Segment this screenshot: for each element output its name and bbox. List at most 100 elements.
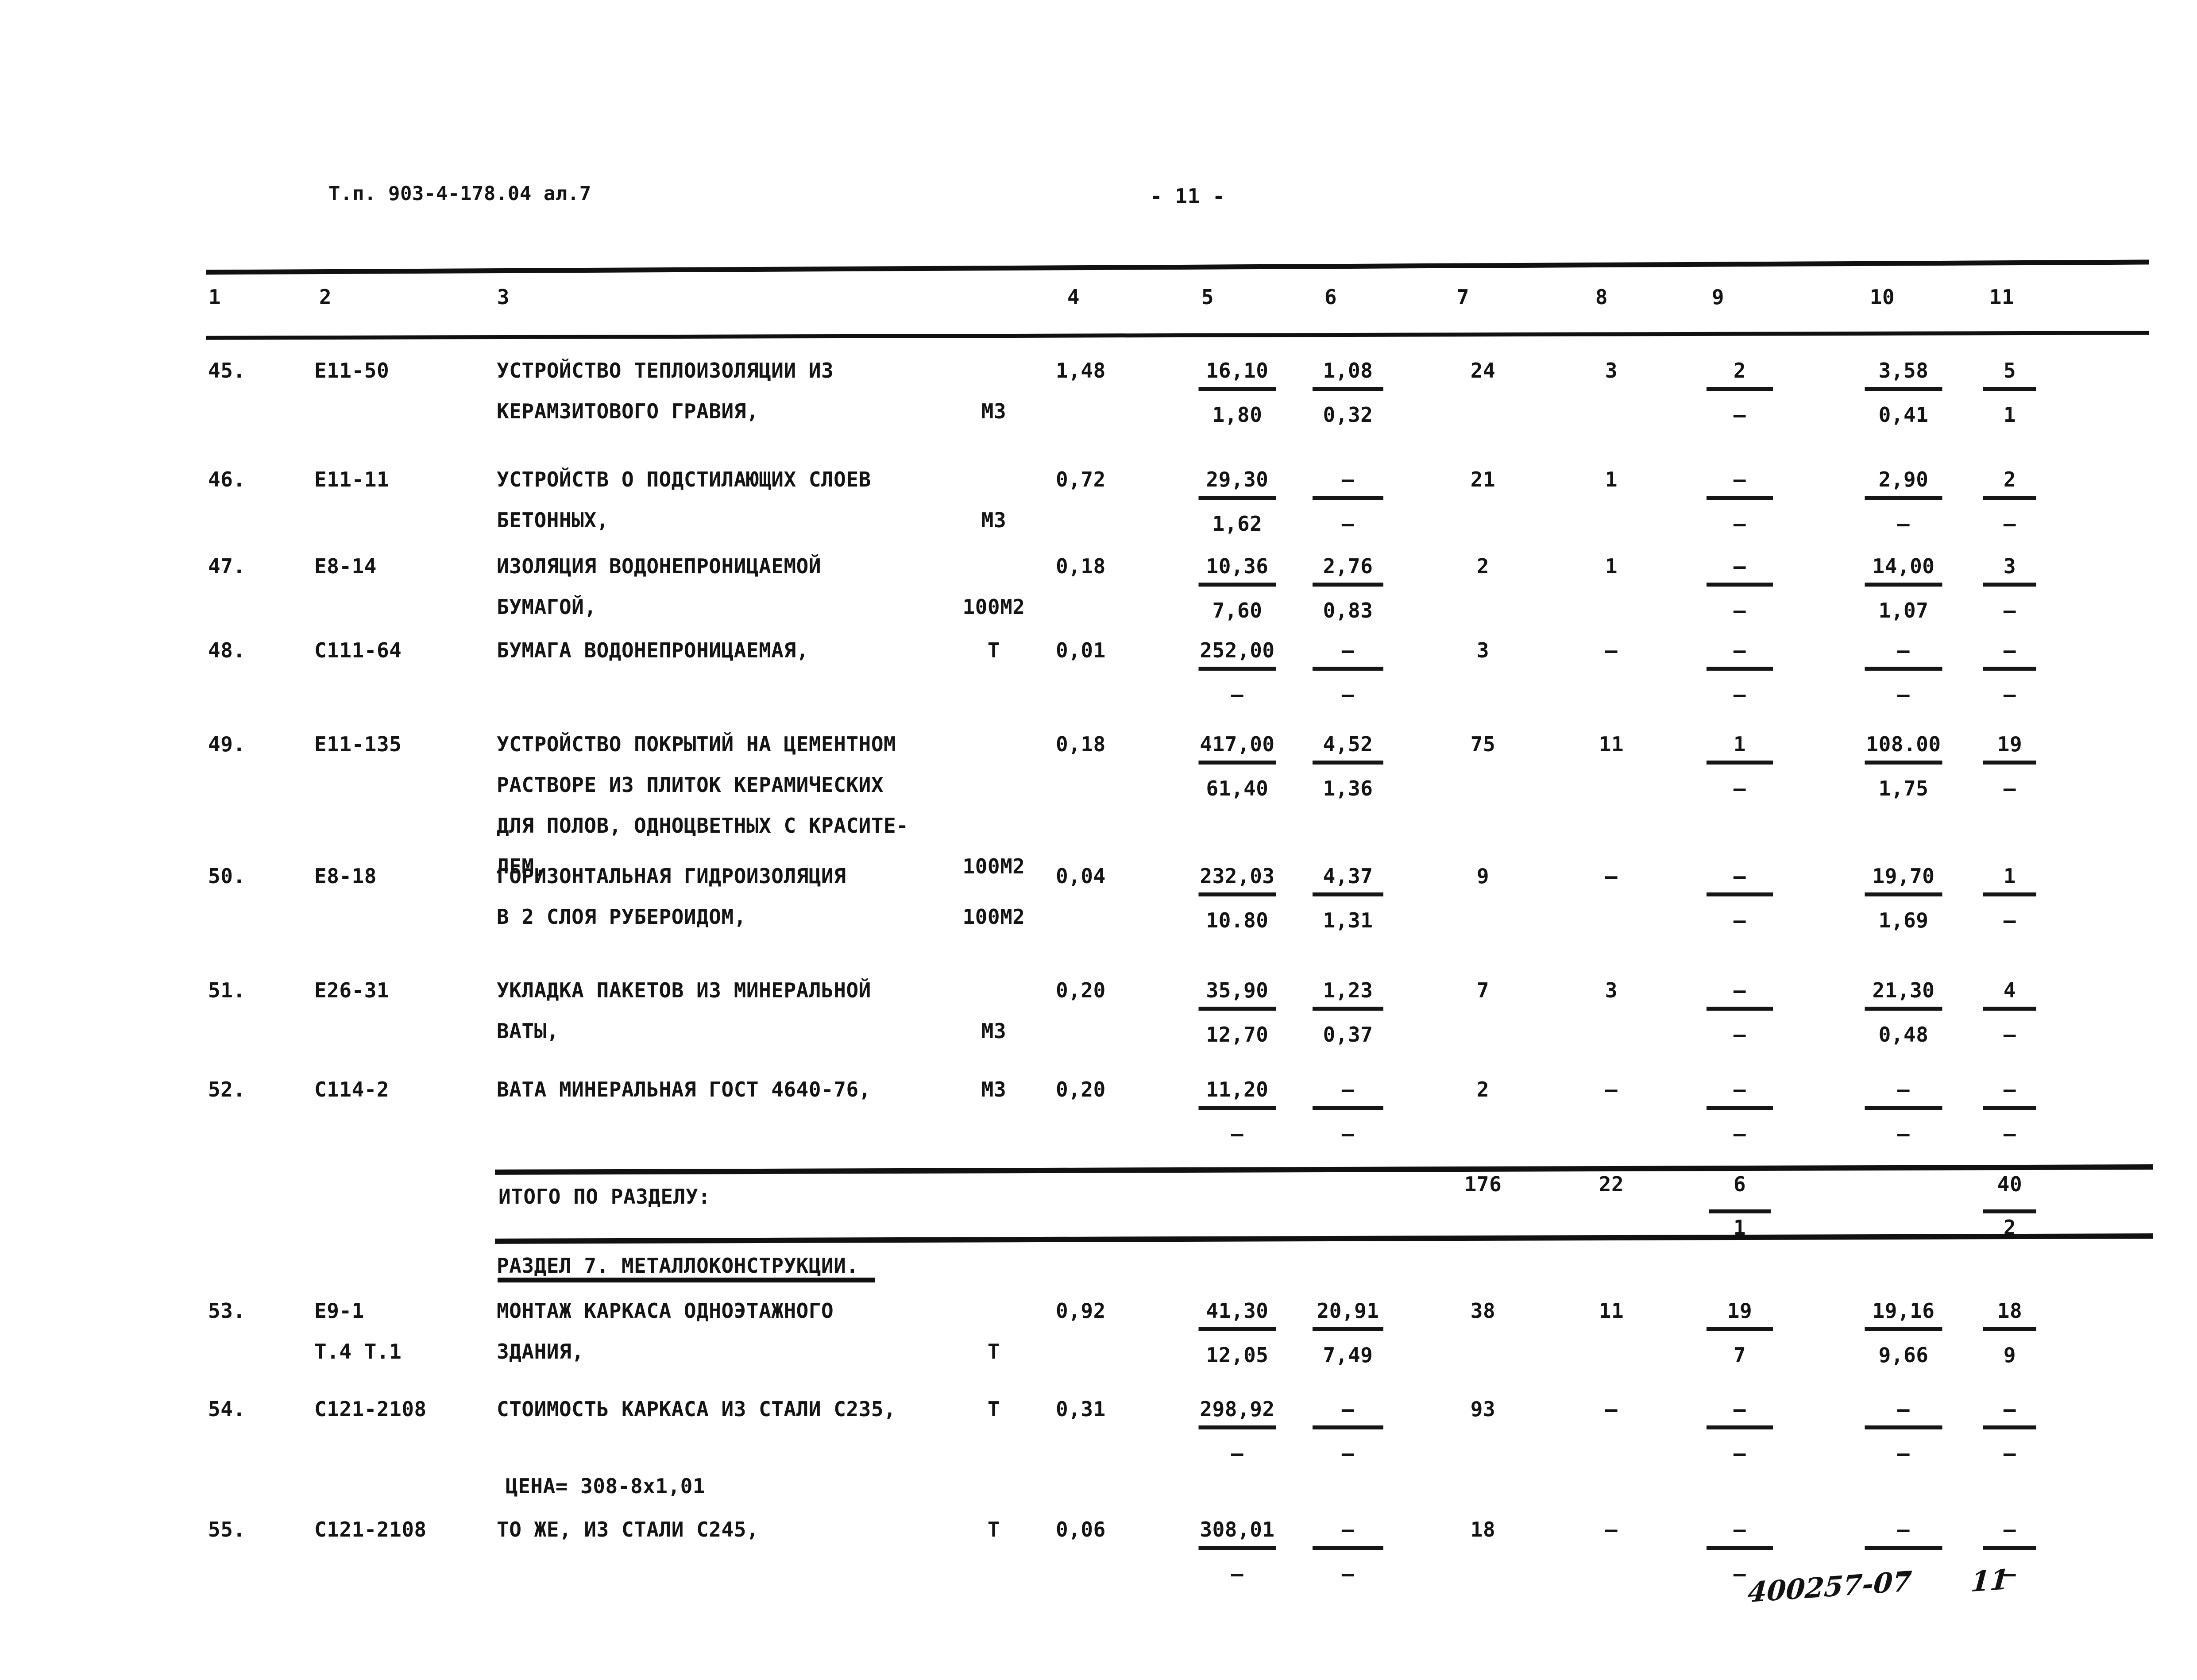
description-line: РАСТВОРЕ ИЗ ПЛИТОК КЕРАМИЧЕСКИХ xyxy=(497,773,884,797)
item-code-extra: Т.4 Т.1 xyxy=(314,1340,402,1363)
fraction-top: – xyxy=(1733,554,1746,578)
fraction-top: 2,76 xyxy=(1323,554,1373,578)
unit-cell: М3 xyxy=(981,1078,1007,1101)
fraction-bottom: – xyxy=(2003,908,2016,932)
fraction-top: – xyxy=(1733,864,1746,888)
fraction-top: – xyxy=(1733,978,1746,1002)
value-c8: 1 xyxy=(1605,467,1618,491)
value-c8: 1 xyxy=(1605,554,1618,578)
fraction-top: – xyxy=(1733,1397,1746,1421)
fraction-bottom: – xyxy=(2003,1562,2016,1586)
value-c8: 3 xyxy=(1605,359,1618,382)
fraction-top: – xyxy=(1897,1518,1910,1541)
fraction-top: 21,30 xyxy=(1872,978,1935,1002)
fraction-bottom: – xyxy=(1341,1562,1355,1586)
value-c8: – xyxy=(1605,1397,1618,1421)
fraction-bottom: – xyxy=(1341,1122,1355,1146)
column-number: 9 xyxy=(1711,285,1725,309)
fraction-top: 19 xyxy=(1997,732,2023,756)
fraction-top: 3,58 xyxy=(1878,359,1929,382)
value-c7: 75 xyxy=(1470,732,1496,756)
value-c7: 3 xyxy=(1476,638,1490,662)
row-number: 46. xyxy=(208,467,246,491)
fraction-top: – xyxy=(2003,638,2016,662)
fraction-bar xyxy=(1865,1106,1942,1110)
description-line: В 2 СЛОЯ РУБЕРОИДОМ, xyxy=(497,905,746,929)
value-c7: 2 xyxy=(1476,1078,1490,1101)
fraction-bottom: – xyxy=(1897,1562,1910,1586)
column-number: 11 xyxy=(1989,285,2015,309)
fraction-bottom: 1,31 xyxy=(1323,908,1373,932)
fraction-bottom: – xyxy=(2003,599,2016,622)
unit-cell: 100М2 xyxy=(962,854,1025,878)
fraction-top: 35,90 xyxy=(1206,978,1269,1002)
value-c7: 93 xyxy=(1470,1397,1496,1421)
fraction-top: – xyxy=(1897,638,1910,662)
fraction-bottom: – xyxy=(1341,1441,1355,1465)
description-line: ГОРИЗОНТАЛЬНАЯ ГИДРОИЗОЛЯЦИЯ xyxy=(497,864,846,888)
value-c4: 0,20 xyxy=(1056,978,1106,1002)
value-c4: 0,92 xyxy=(1056,1299,1106,1323)
item-code: С121-2108 xyxy=(314,1518,427,1541)
fraction-top: 16,10 xyxy=(1206,359,1269,382)
row-number: 53. xyxy=(208,1299,246,1323)
value-c8: 11 xyxy=(1599,732,1624,756)
fraction-bar xyxy=(1707,761,1773,765)
row-number: 48. xyxy=(208,638,246,662)
fraction-top: 4,37 xyxy=(1323,864,1373,888)
fraction-bar xyxy=(1983,1209,2036,1213)
fraction-bottom: – xyxy=(2003,1441,2016,1465)
description-line: ВАТА МИНЕРАЛЬНАЯ ГОСТ 4640-76, xyxy=(497,1078,871,1101)
value-c7: 2 xyxy=(1476,554,1490,578)
total-value-c8: 22 xyxy=(1599,1172,1624,1196)
unit-cell: М3 xyxy=(981,399,1007,423)
fraction-bottom: 12,05 xyxy=(1206,1343,1269,1367)
fraction-bar xyxy=(1865,667,1942,671)
value-c7: 38 xyxy=(1470,1299,1496,1323)
fraction-bottom: 7,60 xyxy=(1212,599,1263,622)
value-c4: 0,72 xyxy=(1056,467,1106,491)
fraction-top: 1 xyxy=(1733,732,1746,756)
item-code: Е8-18 xyxy=(314,864,377,888)
fraction-bar xyxy=(1983,1007,2036,1011)
fraction-bottom: 0,48 xyxy=(1878,1023,1929,1047)
value-c8: 3 xyxy=(1605,978,1618,1002)
row-number: 51. xyxy=(208,978,246,1002)
column-number: 1 xyxy=(208,285,221,309)
value-c7: 18 xyxy=(1470,1518,1496,1541)
section-heading-underline xyxy=(498,1278,875,1282)
description-line: УСТРОЙСТВ О ПОДСТИЛАЮЩИХ СЛОЕВ xyxy=(497,467,871,491)
description-line: СТОИМОСТЬ КАРКАСА ИЗ СТАЛИ С235, xyxy=(497,1397,896,1421)
row-number: 52. xyxy=(208,1078,246,1101)
fraction-bottom: – xyxy=(1231,1441,1244,1465)
fraction-top: – xyxy=(2003,1518,2016,1541)
fraction-bottom: – xyxy=(1231,683,1244,707)
value-c4: 0,20 xyxy=(1056,1078,1106,1101)
handwritten-stamp-number: 400257-07 xyxy=(1746,1564,1913,1609)
fraction-bottom: 9,66 xyxy=(1878,1343,1929,1367)
fraction-bar xyxy=(1198,1106,1276,1110)
fraction-top: 20,91 xyxy=(1317,1299,1379,1323)
item-code: С114-2 xyxy=(314,1078,390,1101)
fraction-top: 10,36 xyxy=(1206,554,1269,578)
fraction-bottom: 7,49 xyxy=(1323,1343,1373,1367)
fraction-bottom: 7 xyxy=(1733,1343,1746,1367)
fraction-top: – xyxy=(1341,467,1355,491)
fraction-top: 2,90 xyxy=(1878,467,1929,491)
unit-cell: 100М2 xyxy=(962,905,1025,929)
fraction-top: 2 xyxy=(1733,359,1746,382)
fraction-top: 3 xyxy=(2003,554,2016,578)
fraction-bar xyxy=(1983,892,2036,896)
fraction-bar xyxy=(1313,583,1383,587)
fraction-bottom: – xyxy=(1733,1023,1746,1047)
unit-cell: Т xyxy=(987,638,1000,662)
fraction-bar xyxy=(1865,387,1942,391)
fraction-bar xyxy=(1313,1007,1383,1011)
fraction-top: 19 xyxy=(1727,1299,1753,1323)
value-c8: 11 xyxy=(1599,1299,1624,1323)
fraction-bar xyxy=(1983,583,2036,587)
fraction-bar xyxy=(1865,583,1942,587)
description-line: КЕРАМЗИТОВОГО ГРАВИЯ, xyxy=(497,399,759,423)
item-code: С111-64 xyxy=(314,638,402,662)
unit-cell: 100М2 xyxy=(962,595,1025,619)
